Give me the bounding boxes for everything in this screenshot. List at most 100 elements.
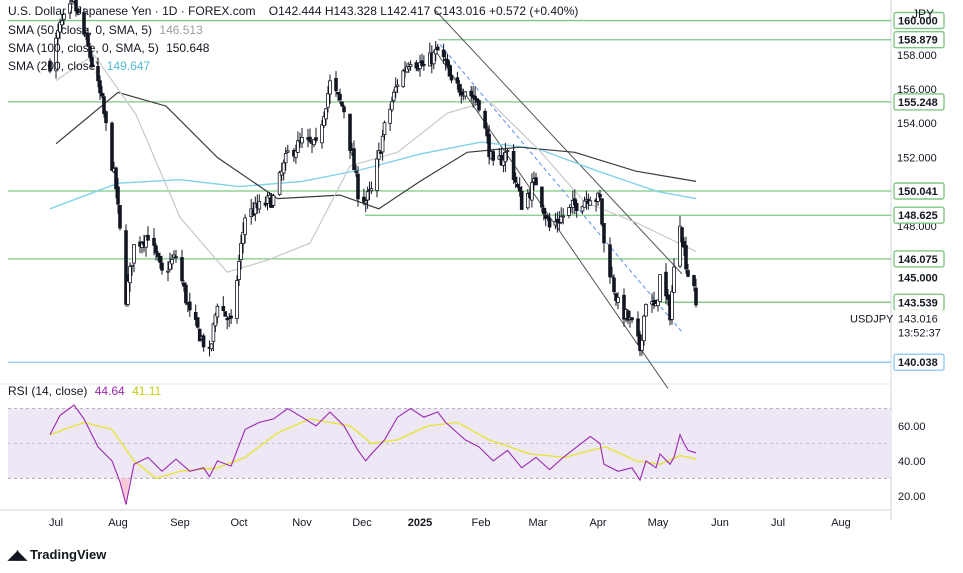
candle-body: [184, 284, 188, 304]
legend-sma100[interactable]: SMA (100, close, 0, SMA, 5) 150.648: [8, 41, 209, 55]
candle-body: [128, 265, 132, 284]
candle-body: [253, 202, 258, 215]
candle-body: [187, 301, 192, 311]
candle-body: [414, 62, 419, 69]
candle-body: [102, 96, 106, 114]
candle-body: [98, 80, 102, 94]
candle-body: [457, 84, 462, 93]
tradingview-logo-icon: ◢◣: [8, 547, 27, 562]
currency-button[interactable]: JPY: [911, 7, 934, 21]
level-label-text: 143.539: [898, 297, 938, 309]
candle-body: [459, 91, 464, 96]
sma50-value: 146.513: [159, 23, 203, 37]
candle-body: [656, 299, 660, 306]
candle-body: [243, 217, 247, 235]
candle-body: [356, 173, 360, 200]
candle-body: [285, 150, 290, 153]
candle-body: [644, 303, 648, 317]
legend-rsi[interactable]: RSI (14, close) 44.64 41.11: [8, 384, 161, 398]
legend-sma200[interactable]: SMA (200, close) 149.647: [8, 59, 150, 73]
candle-body: [168, 261, 172, 270]
candle-body: [90, 56, 94, 67]
candle-body: [515, 183, 520, 188]
candle-body: [449, 75, 454, 81]
candle-body: [342, 106, 346, 113]
candle-body: [612, 277, 616, 293]
candle-body: [156, 252, 160, 258]
brand-name: TradingView: [30, 547, 107, 562]
level-label-text: 160.000: [898, 16, 938, 28]
candle-body: [352, 148, 356, 171]
candle-body: [401, 70, 405, 88]
sma50-label: SMA (50, close, 0, SMA, 5): [8, 23, 153, 37]
channel-upper-line: [434, 9, 683, 275]
candle-body: [100, 92, 104, 97]
candle-body: [376, 150, 381, 160]
rsi-tick-label: 60.00: [898, 421, 926, 433]
candle-body: [58, 22, 62, 33]
level-label-text: 158.879: [898, 35, 938, 47]
tradingview-brand[interactable]: ◢◣ TradingView: [8, 547, 106, 563]
candle-body: [598, 193, 602, 198]
time-tick-label: Feb: [472, 517, 491, 529]
time-tick-label: Jul: [771, 517, 785, 529]
price-tick-label: 156.000: [897, 84, 937, 96]
candle-body: [526, 193, 530, 209]
price-tick-label: 154.000: [897, 118, 937, 130]
candle-body: [380, 135, 385, 153]
countdown-label: 13:52:37: [898, 327, 941, 339]
candle-body: [88, 46, 92, 58]
candle-body: [501, 159, 506, 166]
candle-body: [60, 20, 64, 26]
candle-body: [166, 270, 170, 273]
level-label-box: [893, 182, 945, 200]
candle-body: [197, 328, 202, 342]
level-label-box: [893, 309, 945, 328]
candle-body: [110, 122, 114, 171]
level-label-box: [893, 353, 945, 371]
candle-body: [602, 222, 606, 244]
candle-body: [511, 150, 516, 181]
candle-body: [48, 60, 52, 72]
rsi-label: RSI (14, close): [8, 384, 88, 398]
candle-body: [406, 66, 411, 70]
candle-body: [652, 299, 656, 306]
rsi-value: 44.64: [94, 384, 125, 398]
rsi-ma-value: 41.11: [132, 384, 162, 398]
candle-body: [221, 305, 226, 311]
candle-body: [336, 92, 340, 95]
candle-body: [580, 205, 585, 212]
candle-body: [530, 182, 534, 201]
candle-body: [62, 13, 66, 20]
candle-body: [283, 152, 288, 164]
candle-body: [271, 195, 276, 206]
candle-body: [116, 186, 120, 205]
candle-body: [666, 294, 670, 300]
candle-body: [545, 216, 550, 219]
legend-sma50[interactable]: SMA (50, close, 0, SMA, 5) 146.513: [8, 23, 203, 37]
level-label-box: [893, 268, 945, 286]
candle-body: [324, 108, 328, 120]
candle-body: [312, 139, 316, 146]
sma200-line: [49, 141, 697, 210]
candle-body: [86, 32, 90, 46]
candle-body: [314, 137, 318, 141]
candle-body: [172, 254, 176, 258]
candle-body: [140, 242, 144, 248]
time-tick-label: Dec: [352, 517, 372, 529]
candle-body: [265, 195, 270, 204]
candle-body: [257, 200, 262, 210]
candle-body: [154, 245, 158, 254]
candle-body: [422, 64, 426, 66]
candle-body: [300, 136, 304, 144]
candle-body: [294, 150, 298, 158]
rsi-tick-label: 20.00: [898, 491, 926, 503]
candle-body: [503, 152, 508, 163]
time-tick-label: Nov: [292, 517, 312, 529]
level-label-text: 148.625: [898, 210, 938, 222]
candle-body: [391, 91, 396, 101]
candle-body: [170, 258, 174, 265]
candle-body: [118, 204, 122, 229]
